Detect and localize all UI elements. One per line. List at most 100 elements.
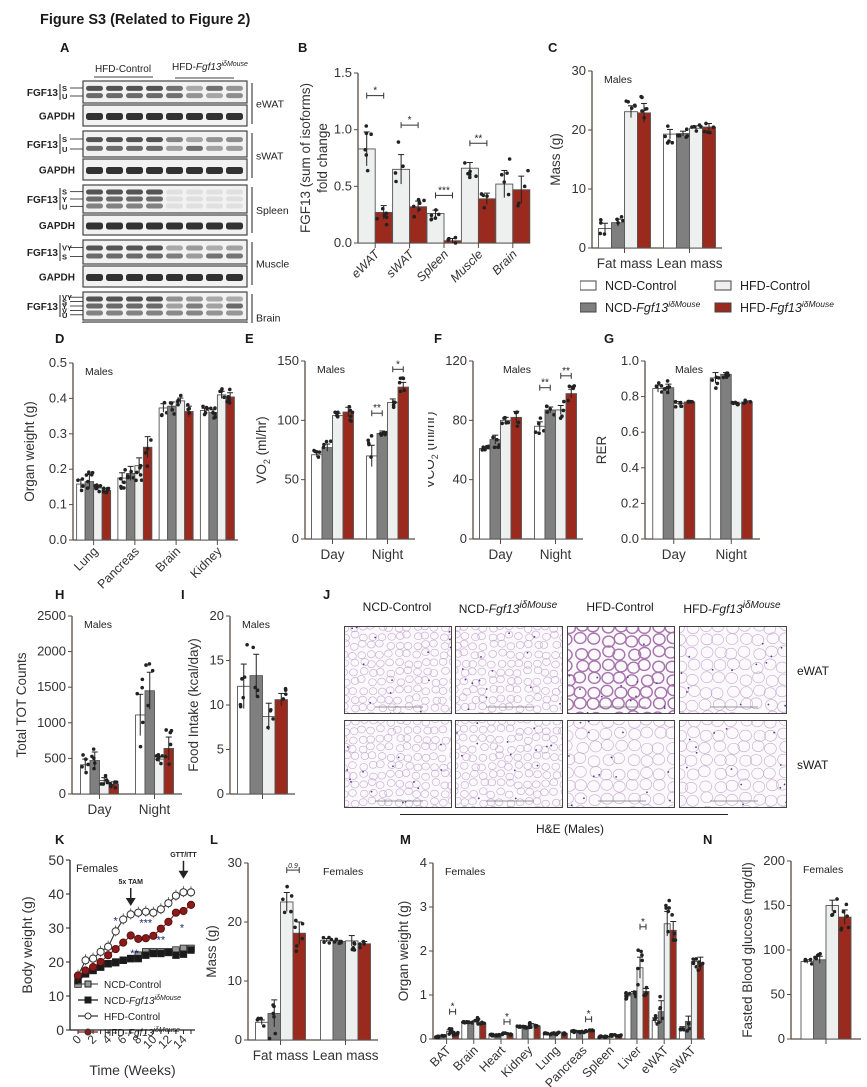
data-point — [159, 761, 163, 766]
data-point — [657, 1020, 661, 1025]
adipocyte-cell — [348, 789, 357, 797]
significance-label: * — [505, 1012, 509, 1023]
adipocyte-cell — [568, 648, 573, 661]
data-point — [140, 685, 144, 690]
data-point — [170, 408, 174, 412]
adipocyte-cell — [401, 769, 411, 777]
adipocyte-cell — [642, 804, 653, 807]
adipocyte-cell — [712, 730, 725, 742]
adipocyte-cell — [405, 761, 415, 770]
isoform-label: Y — [62, 302, 67, 311]
data-point — [659, 390, 664, 394]
adipocyte-cell — [479, 799, 488, 807]
data-point — [162, 400, 167, 405]
adipocyte-cell — [568, 779, 576, 792]
bar — [467, 1022, 475, 1040]
adipocyte-cell — [513, 695, 522, 704]
protein-band — [186, 85, 203, 91]
data-point — [711, 125, 716, 130]
protein-band — [106, 253, 123, 259]
adipocyte-cell — [506, 806, 512, 807]
adipocyte-cell — [514, 733, 524, 741]
data-point — [502, 180, 507, 184]
data-point — [654, 384, 659, 389]
data-marker — [73, 971, 83, 980]
adipocyte-cell — [561, 762, 562, 766]
data-point — [268, 708, 273, 713]
adipocyte-cell — [778, 673, 786, 686]
data-point — [140, 677, 145, 682]
bar — [637, 112, 651, 249]
adipocyte-cell — [469, 778, 478, 786]
adipocyte-cell — [586, 697, 600, 710]
adipocyte-cell — [392, 706, 402, 713]
bar — [477, 198, 496, 244]
adipocyte-cell — [524, 769, 534, 778]
adipocyte-cell — [431, 805, 439, 807]
data-point — [163, 754, 168, 759]
data-point — [839, 926, 844, 931]
data-point — [366, 438, 371, 443]
adipocyte-cell — [487, 778, 496, 787]
data-point — [642, 116, 647, 120]
adipocyte-cell — [725, 672, 738, 684]
y-tick-label: 30 — [572, 63, 586, 78]
adipocyte-cell — [367, 796, 377, 805]
adipocyte-cell — [430, 648, 439, 657]
data-point — [139, 478, 144, 482]
adipocyte-cell — [559, 677, 562, 685]
data-marker — [179, 906, 188, 916]
blot-strip — [82, 158, 248, 181]
adipocyte-cell — [402, 742, 412, 750]
protein-band — [86, 113, 103, 120]
data-marker — [81, 956, 90, 965]
nucleus — [449, 646, 451, 649]
bar — [387, 402, 399, 540]
adipocyte-cell — [568, 740, 573, 752]
adipocyte-cell — [685, 646, 698, 659]
adipocyte-cell — [495, 627, 504, 630]
adipocyte-cell — [504, 630, 514, 639]
protein-band — [166, 145, 183, 151]
adipocyte-cell — [456, 742, 461, 751]
data-point — [131, 475, 136, 480]
adipocyte-cell — [515, 652, 524, 660]
data-point — [271, 717, 275, 721]
data-marker — [126, 931, 135, 940]
adipocyte-cell — [368, 761, 378, 769]
x-tick-label: Night — [540, 547, 572, 562]
adipocyte-cell — [680, 645, 687, 658]
adipocyte-cell — [541, 799, 550, 807]
y-tick-label: 4 — [420, 855, 427, 870]
data-point — [241, 695, 246, 700]
nucleus — [397, 756, 400, 759]
data-point — [382, 214, 387, 218]
adipocyte-cell — [488, 762, 497, 770]
panel-label-b: B — [298, 40, 308, 55]
adipocyte-cell — [375, 781, 385, 789]
x-tick-label: Kidney — [498, 1043, 535, 1080]
adipocyte-texture — [345, 627, 451, 713]
adipocyte-cell — [542, 721, 551, 726]
adipocyte-cell — [568, 721, 574, 728]
adipocyte-cell — [688, 710, 699, 713]
protein-band — [206, 85, 223, 91]
protein-band — [226, 253, 243, 259]
tissue-label: Muscle — [256, 259, 289, 271]
data-point — [809, 962, 814, 966]
data-point — [678, 400, 683, 405]
protein-band — [186, 303, 203, 309]
adipocyte-cell — [440, 704, 450, 713]
adipocyte-cell — [680, 768, 686, 780]
blot-row-label: FGF13 — [27, 88, 59, 99]
adipocyte-cell — [540, 668, 550, 677]
adipocyte-cell — [345, 735, 348, 743]
tissue-background — [680, 627, 786, 713]
nucleus — [587, 731, 590, 734]
data-point — [283, 692, 288, 696]
bar — [838, 916, 852, 1040]
data-point — [434, 208, 438, 212]
adipocyte-cell — [375, 734, 385, 743]
data-marker — [157, 949, 165, 958]
data-point — [835, 897, 839, 901]
